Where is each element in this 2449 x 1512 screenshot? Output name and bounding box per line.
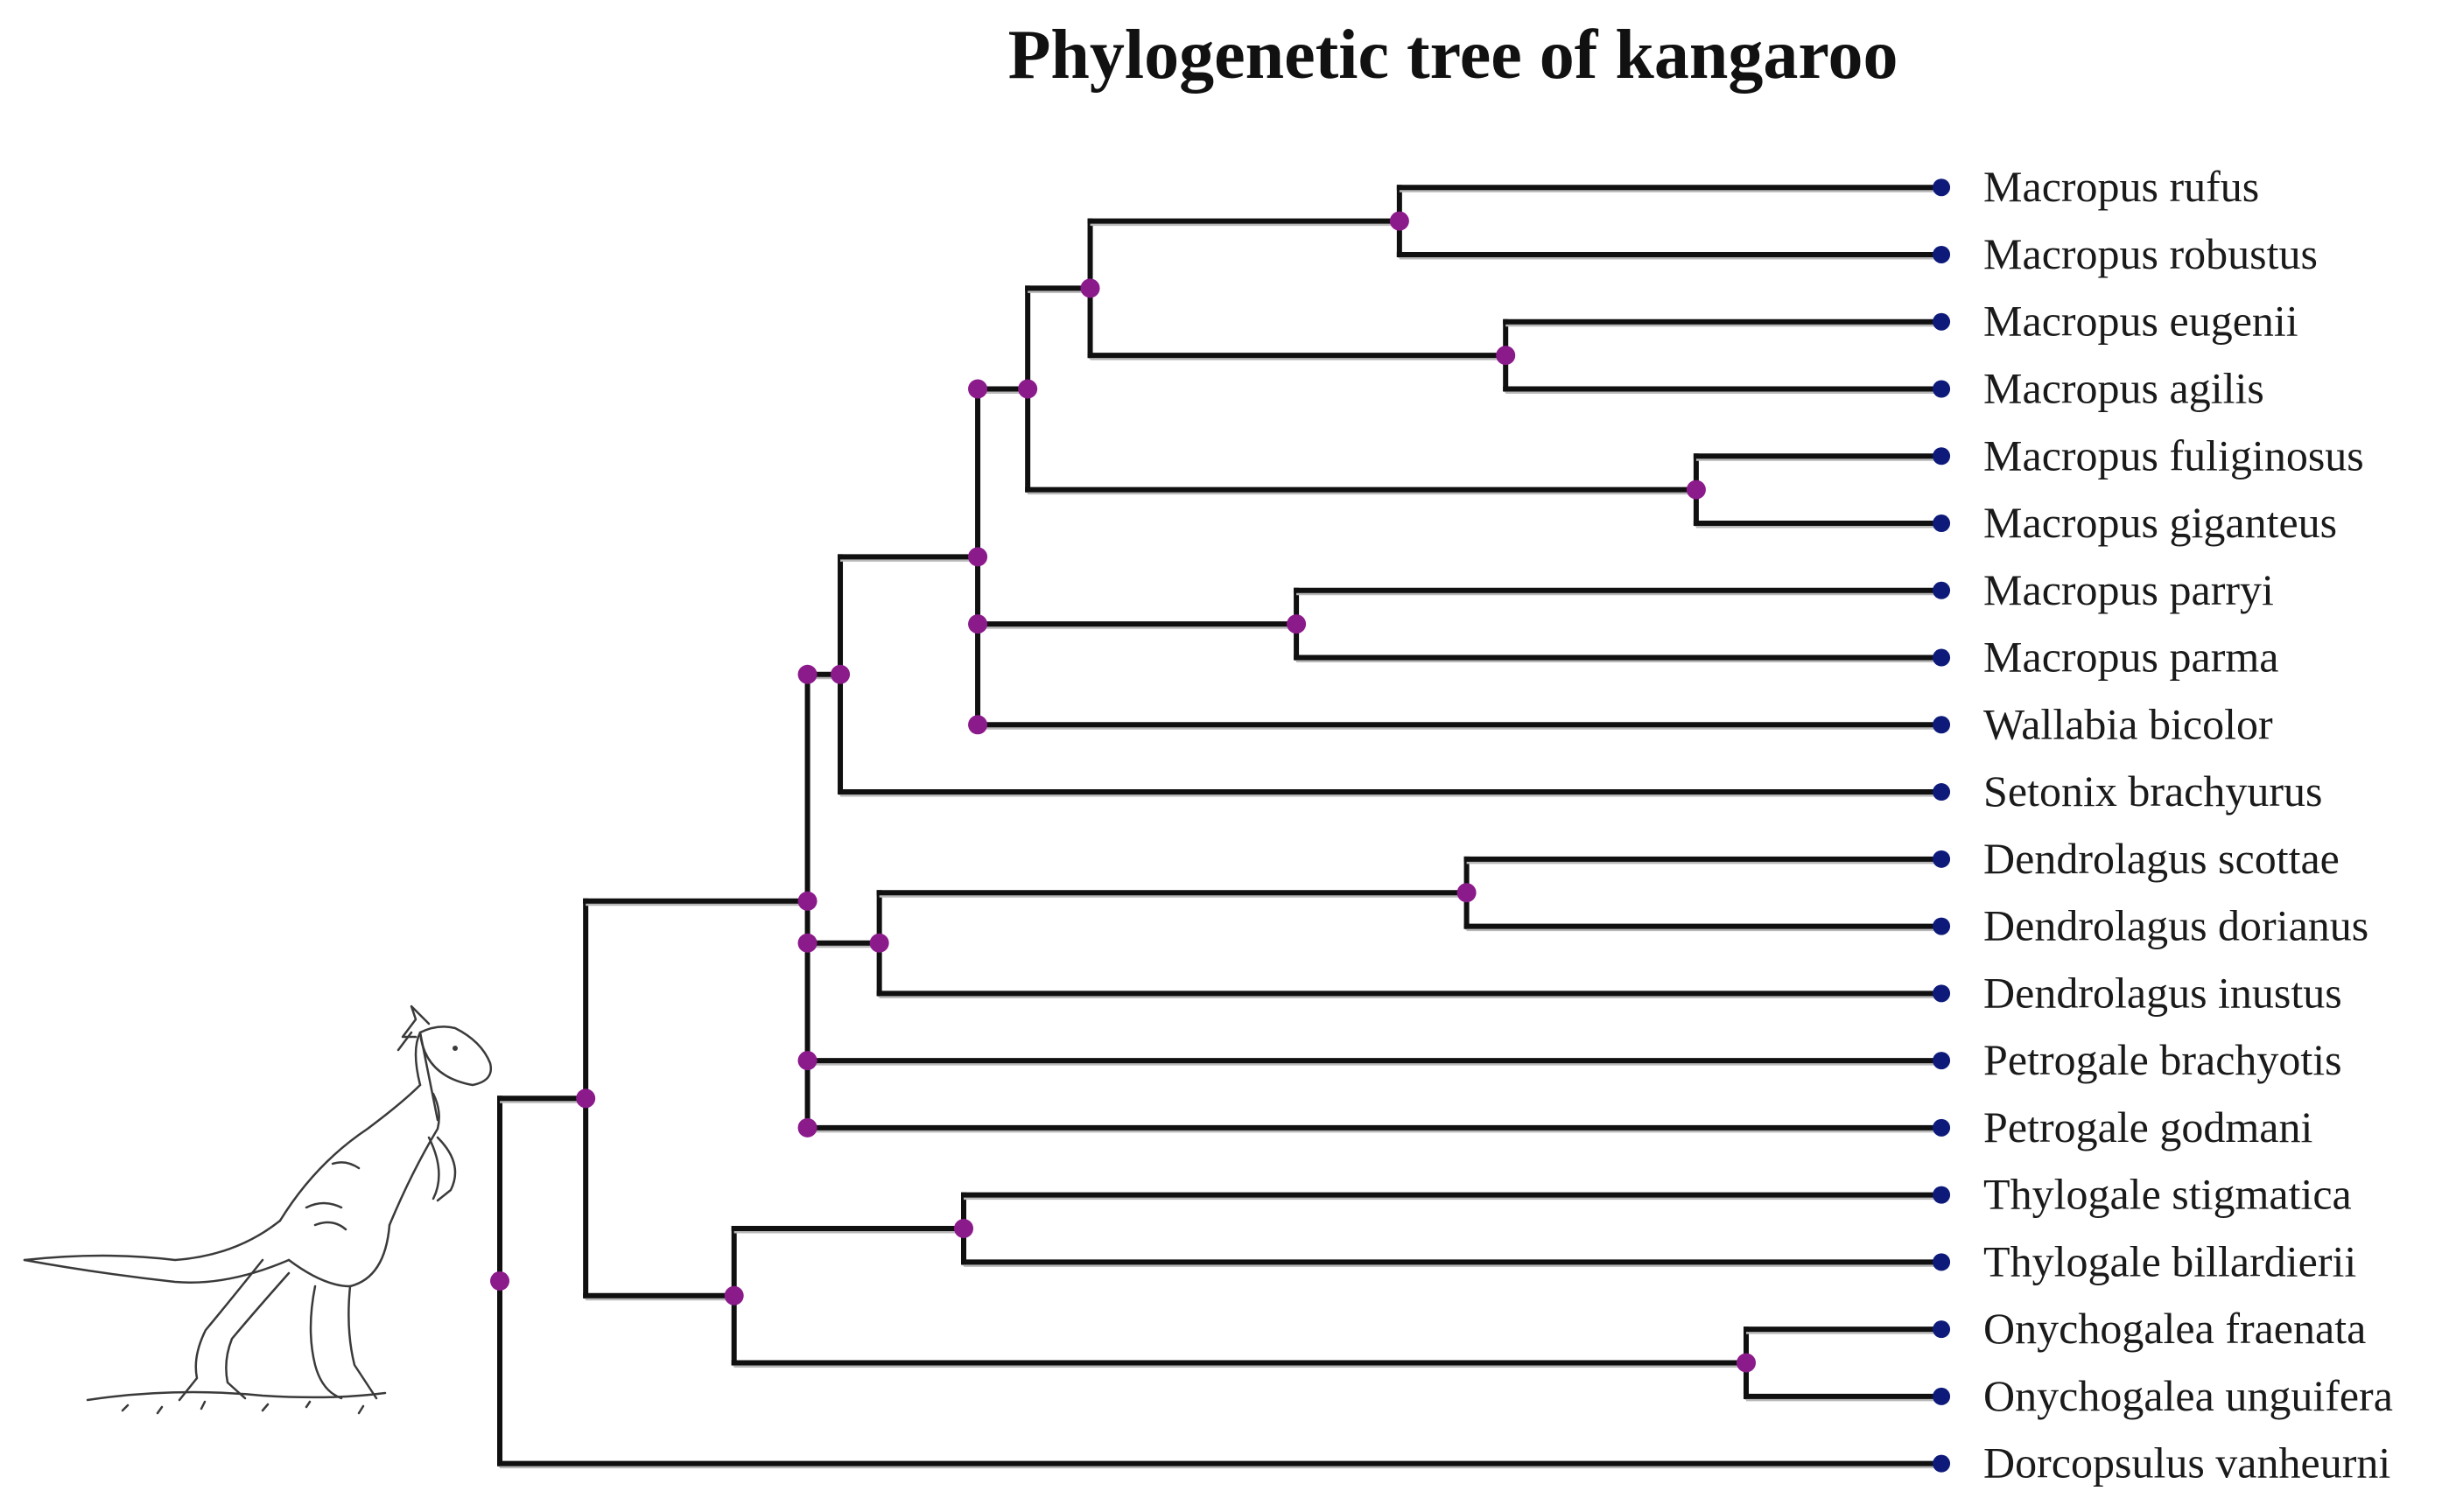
taxon-label: Onychogalea fraenata [1983,1304,2366,1353]
internal-node [1737,1353,1757,1373]
internal-node [831,664,851,684]
internal-node [1496,346,1516,366]
taxon-label: Macropus parma [1983,633,2278,682]
internal-node [1686,480,1706,500]
internal-node [797,1051,818,1071]
internal-node [797,891,818,911]
taxon-label: Macropus fuliginosus [1983,430,2364,480]
taxon-label: Setonix brachyurus [1983,766,2322,816]
leaf-node [1933,1454,1951,1473]
tree-nodes [490,178,1951,1473]
internal-node [968,547,988,567]
internal-node [1018,379,1038,399]
taxon-label: Macropus robustus [1983,229,2318,278]
leaf-node [1933,716,1951,734]
taxon-label: Wallabia bicolor [1983,699,2273,748]
internal-node [968,379,988,399]
leaf-node [1933,783,1951,802]
internal-node [797,1117,818,1138]
internal-node [1287,614,1307,634]
internal-node [869,933,889,953]
leaf-node [1933,178,1951,197]
leaf-node [1933,1186,1951,1204]
leaf-node [1933,1118,1951,1137]
tree-branches [497,185,1945,1469]
internal-node [797,933,818,953]
taxon-label: Thylogale billardierii [1983,1236,2356,1285]
page-title: Phylogenetic tree of kangaroo [1007,17,1898,94]
internal-node [953,1219,973,1238]
taxon-label: Macropus giganteus [1983,498,2337,547]
taxon-label: Macropus eugenii [1983,297,2298,346]
taxon-label: Dendrolagus inustus [1983,968,2342,1017]
taxon-label: Dendrolagus dorianus [1983,901,2368,950]
taxon-label: Thylogale stigmatica [1983,1170,2352,1219]
leaf-node [1933,917,1951,935]
taxon-label: Petrogale godmani [1983,1102,2312,1152]
kangaroo-illustration [23,1004,493,1415]
internal-node [797,664,818,684]
internal-node [968,715,988,735]
taxon-label: Macropus agilis [1983,363,2264,412]
internal-node [1389,211,1409,231]
internal-node [1080,278,1100,298]
taxon-labels: Macropus rufus Macropus robustus Macropus … [1983,162,2393,1487]
leaf-node [1933,245,1951,263]
leaf-node [1933,581,1951,599]
taxon-label: Macropus parryi [1983,565,2274,614]
leaf-node [1933,1052,1951,1070]
leaf-node [1933,447,1951,466]
leaf-node [1933,1387,1951,1405]
leaf-node [1933,312,1951,331]
taxon-label: Dorcopsulus vanheurni [1983,1438,2390,1488]
taxon-label: Dendrolagus scottae [1983,834,2340,883]
internal-node [490,1270,510,1291]
leaf-node [1933,850,1951,868]
taxon-label: Petrogale brachyotis [1983,1035,2342,1084]
leaf-node [1933,984,1951,1003]
internal-node [968,614,988,634]
internal-node [1456,883,1477,903]
internal-node [576,1088,596,1109]
leaf-node [1933,380,1951,398]
taxon-label: Macropus rufus [1983,162,2259,211]
taxon-label: Onychogalea unguifera [1983,1371,2393,1420]
leaf-node [1933,514,1951,533]
leaf-node [1933,1320,1951,1339]
leaf-node [1933,1253,1951,1271]
internal-node [724,1285,744,1306]
leaf-node [1933,648,1951,667]
